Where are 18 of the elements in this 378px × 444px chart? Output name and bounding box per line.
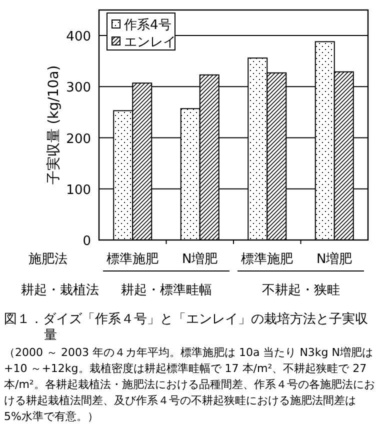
y-tick-label: 200	[66, 132, 91, 147]
x-tick-label: N増肥	[182, 251, 218, 267]
legend-label: 作系4号	[123, 18, 172, 33]
text: 耕起・栽植法	[21, 283, 99, 298]
x-tick-label: 標準施肥	[241, 252, 294, 267]
y-axis-title: 子実収量 (kg/10a)	[46, 65, 62, 185]
text: （2000 ～ 2003 年の４カ年平均。標準施肥は 10a 当たり N3kg N増肥は +10 ～+12kg。栽植密度は耕起標準畦幅で 17 本/m²、不耕起狭畦で 27 本/m²。各耕起栽植法・施肥法における品種間差、作系４号の各施肥法における耕起栽植法間差、及び作系４号の不耕起狭畦における施肥法間差は 5%水準で有意。）	[4, 345, 376, 425]
x-tick-label: N増肥	[316, 251, 352, 267]
y-tick-label: 300	[66, 80, 91, 96]
y-tick-label: 0	[82, 234, 91, 249]
y-tick-label: 100	[66, 182, 91, 198]
text: 耕起・標準畦幅	[120, 283, 212, 298]
text: 施肥法	[28, 252, 68, 267]
text: 不耕起・狭畦	[262, 283, 340, 298]
y-tick-label: 400	[66, 30, 91, 45]
legend-label: エンレイ	[124, 35, 176, 50]
text: 図１．ダイズ「作系４号」と「エンレイ」の栽培方法と子実収量	[4, 312, 369, 344]
x-tick-label: 標準施肥	[106, 252, 159, 267]
